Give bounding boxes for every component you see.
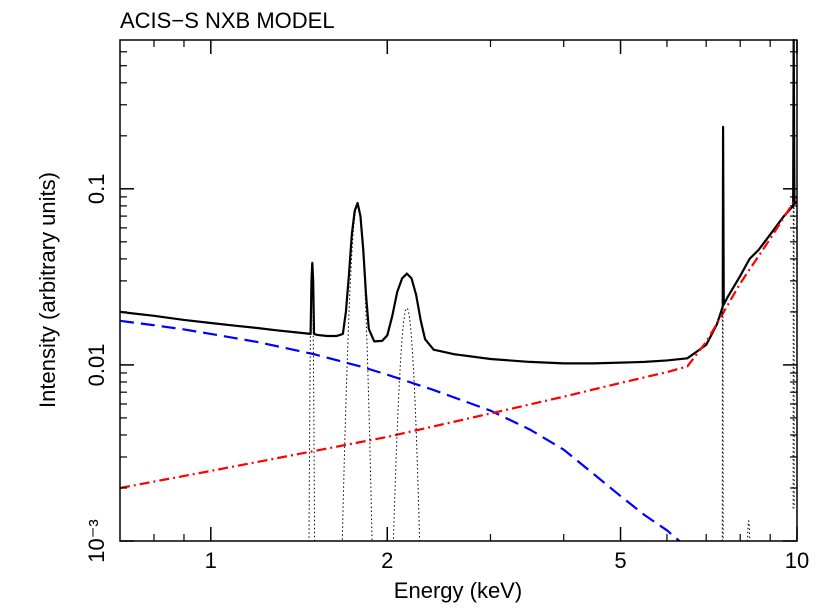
line-component-peak-2 <box>339 203 375 542</box>
series-layer <box>119 38 798 542</box>
x-tick-label: 5 <box>614 548 626 573</box>
y-tick-label: 10⁻³ <box>84 519 109 562</box>
line-component-peak-3 <box>387 307 425 542</box>
x-tick-label: 2 <box>381 548 393 573</box>
y-axis-label: Intensity (arbitrary units) <box>35 172 60 408</box>
line-component-peak-5 <box>743 520 754 542</box>
y-tick-label: 0.01 <box>84 343 109 386</box>
x-axis-label: Energy (keV) <box>394 578 522 603</box>
plot-frame <box>119 39 798 542</box>
tick-layer: 1 2 5 10 10⁻³ 0.01 0.1 <box>84 40 809 573</box>
y-tick-label: 0.1 <box>84 174 109 205</box>
series-power_component <box>119 196 798 490</box>
chart-title: ACIS−S NXB MODEL <box>120 8 335 33</box>
x-tick-label: 1 <box>205 548 217 573</box>
line-component-peak-4 <box>721 126 724 542</box>
series-total <box>119 38 798 365</box>
x-tick-label: 10 <box>785 548 809 573</box>
series-exp_component <box>119 319 681 542</box>
